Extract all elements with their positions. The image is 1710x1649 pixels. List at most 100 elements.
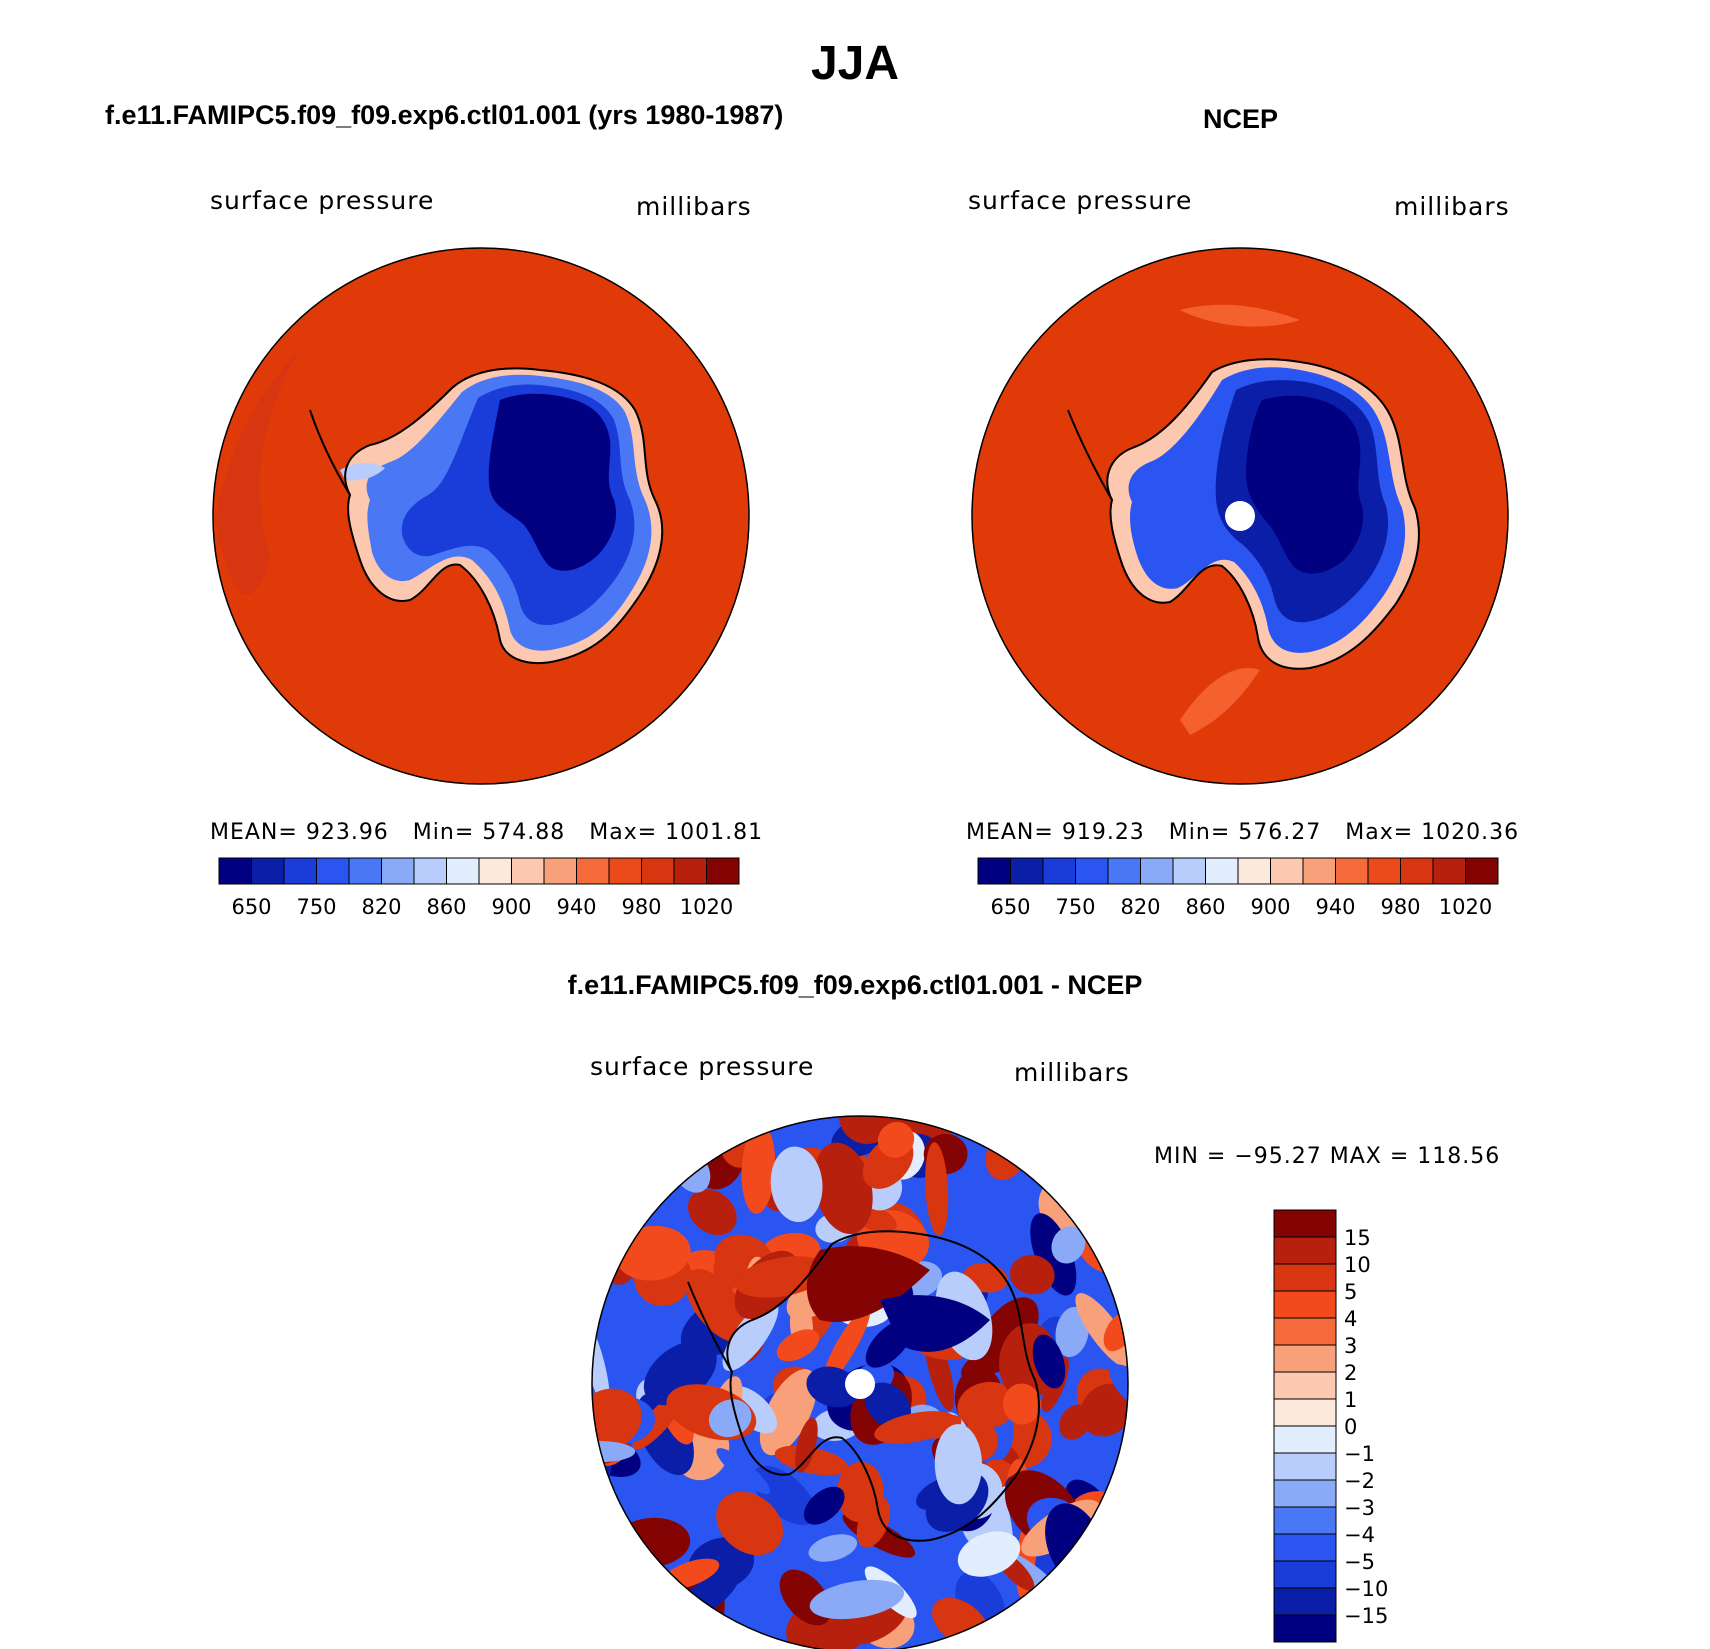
panel3-anomaly-patch [1109,1364,1128,1417]
panel2-field-label: surface pressure [968,186,1193,215]
panel1-field-label: surface pressure [210,186,435,215]
panel2-continent-core [1246,395,1364,574]
panel3-anomaly-patch [836,1461,884,1523]
panel1-colorbar-swatch [608,857,642,885]
panel3-anomaly-patch [838,1116,895,1145]
panel3-colorbar-tick-label: −5 [1344,1550,1375,1574]
panel3-colorbar-tick-label: 15 [1344,1226,1371,1250]
panel3-anomaly-patch [776,1329,820,1362]
panel2-stats: MEAN= 919.23 Min= 576.27 Max= 1020.36 [966,820,1519,845]
panel3-anomaly-patch [716,1491,783,1556]
panel3-anomaly-patch [658,1300,699,1323]
panel3-anomaly-patch [925,1142,949,1236]
panel1-colorbar-tick-label: 1020 [680,895,733,919]
panel1-edge-band [215,350,300,595]
panel2-colorbar-tick-label: 860 [1185,895,1225,919]
panel2-colorbar-swatch [1075,857,1109,885]
panel3-colorbar-swatch [1273,1452,1337,1481]
panel1-stats: MEAN= 923.96 Min= 574.88 Max= 1001.81 [210,820,763,845]
panel1-colorbar-tick-label: 940 [556,895,596,919]
panel3-colorbar-swatch [1273,1317,1337,1346]
panel3-anomaly-patches [592,1116,1128,1649]
panel2-units-label: millibars [1394,192,1510,221]
panel1-min-label: Min= [412,820,475,845]
panel1-colorbar-swatch [381,857,415,885]
panel3-colorbar-tick-label: 1 [1344,1388,1357,1412]
panel1-colorbar-swatch [543,857,577,885]
panel1-colorbar-tick-label: 900 [491,895,531,919]
panel1-colorbar-swatch [413,857,447,885]
panel1-peninsula-coast [309,409,351,496]
panel3-anomaly-patch [685,1268,749,1343]
panel2-colorbar-swatch [1367,857,1401,885]
panel1-colorbar-tick-label: 820 [361,895,401,919]
panel1-colorbar-tick-label: 650 [231,895,271,919]
panel1-colorbar-tick-label: 980 [621,895,661,919]
panel3-anomaly-patch [592,1316,610,1407]
panel3-anomaly-patch [957,1381,1018,1429]
panel2-min-value: 576.27 [1238,820,1322,845]
panel2-colorbar-swatch [1465,857,1499,885]
panel3-colorbar-swatch [1273,1236,1337,1265]
panel2-colorbar-swatch [1042,857,1076,885]
panel3-colorbar-tick-label: 5 [1344,1280,1357,1304]
panel1-colorbar-tick-label: 860 [426,895,466,919]
panel2-mean-label: MEAN= [966,820,1054,845]
panel1-mean-label: MEAN= [210,820,298,845]
panel2-ridge-3 [1180,304,1300,327]
panel3-anomaly-patch [1051,1226,1086,1264]
panel3-anomaly-patch [961,1351,992,1379]
panel2-colorbar-swatch [1400,857,1434,885]
panel1-colorbar-swatch [218,857,252,885]
panel3-colorbar-swatch [1273,1209,1337,1238]
panel3-colorbar-tick-label: 4 [1344,1307,1357,1331]
panel1-colorbar-swatch [673,857,707,885]
panel1-colorbar-swatch [446,857,480,885]
panel1-max-value: 1001.81 [665,820,764,845]
panel3-anomaly-patch [759,1369,817,1456]
panel3-colorbar-tick-label: −4 [1344,1523,1375,1547]
panel2-colorbar-swatch [1172,857,1206,885]
panel3-anomaly-patch [722,1299,779,1371]
panel2-max-label: Max= [1345,820,1414,845]
panel3-colorbar-swatch [1273,1344,1337,1373]
panel2-map-border [971,247,1509,785]
panel3-anomaly-patch [877,1121,915,1158]
panel2-colorbar: 650 750 820 860 900 940 980 1020 [977,857,1499,919]
panel2-colorbar-swatch [1140,857,1174,885]
panel3-anomaly-patch [806,1366,860,1408]
panel1-peninsula-shade [340,462,385,481]
panel3-colorbar-swatch [1273,1533,1337,1562]
panel2-colorbar-swatch [1432,857,1466,885]
panel1-mean-value: 923.96 [305,820,389,845]
panel2-peninsula-coast [1067,409,1113,501]
panel2-map [971,247,1509,785]
panel2-colorbar-tick-label: 940 [1315,895,1355,919]
panel3-map-border [591,1115,1129,1649]
panel3-anomaly-patch [795,1417,818,1473]
panel3-units-label: millibars [1014,1058,1130,1087]
panel2-colorbar-swatch [1302,857,1336,885]
panel2-ridge-1 [1180,668,1260,735]
panel3-anomaly-patch [957,1531,1021,1577]
panel1-colorbar-swatch [511,857,545,885]
panel1-colorbar-swatch [348,857,382,885]
panel3-anomaly-patch [687,1189,737,1236]
panel2-colorbar-tick-label: 650 [990,895,1030,919]
panel3-peninsula-coast [687,1281,733,1373]
panel3-colorbar-swatch [1273,1560,1337,1589]
panel1-colorbar-swatch [478,857,512,885]
panel3-colorbar-swatch [1273,1398,1337,1427]
panel1-units-label: millibars [636,192,752,221]
panel3-anomaly-patch [842,1598,908,1645]
panel3-anomaly-patch [809,1579,905,1620]
panel3-colorbar-swatch [1273,1479,1337,1508]
panel2-pole-hole [1225,501,1255,531]
panel3-colorbar-tick-label: 2 [1344,1361,1357,1385]
panel1-colorbar-swatch [283,857,317,885]
panel3-anomaly-patch [708,1399,752,1438]
panel3-anomaly-patch [1003,1383,1041,1425]
panel3-colorbar-swatch [1273,1290,1337,1319]
panel3-colorbar-swatch [1273,1587,1337,1616]
